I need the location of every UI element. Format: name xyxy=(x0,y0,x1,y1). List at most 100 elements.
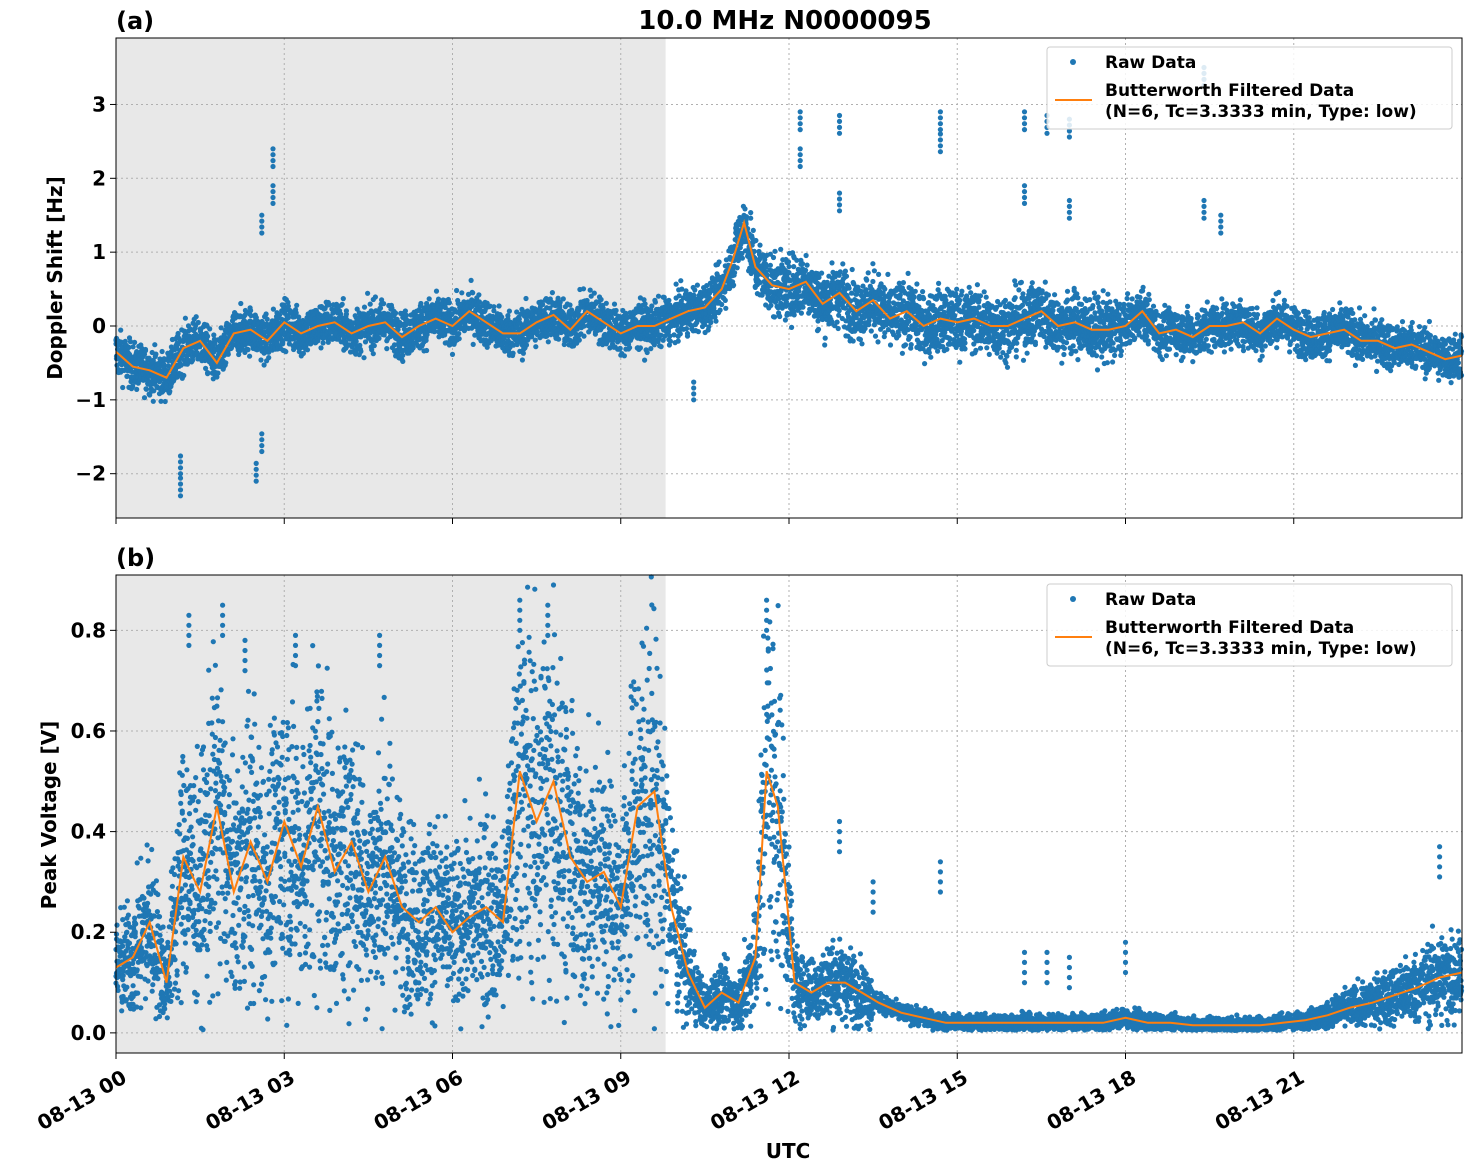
raw-data-point xyxy=(181,372,187,379)
raw-data-point xyxy=(717,307,723,313)
raw-data-point xyxy=(456,336,462,342)
raw-data-point xyxy=(132,339,138,345)
raw-data-point xyxy=(719,301,725,308)
raw-data-point xyxy=(496,303,502,309)
raw-data-point xyxy=(270,306,276,312)
raw-data-point xyxy=(540,301,546,308)
raw-data-point xyxy=(393,310,399,316)
raw-data-point xyxy=(936,280,942,286)
raw-data-point xyxy=(491,304,497,310)
raw-data-point xyxy=(944,346,950,352)
raw-data-point xyxy=(885,271,891,277)
raw-data-point xyxy=(723,305,729,311)
panel-a-raw-data-series xyxy=(113,64,1465,499)
raw-data-point xyxy=(748,215,754,221)
raw-data-point xyxy=(834,319,840,325)
raw-data-point xyxy=(840,281,846,287)
raw-data-point xyxy=(248,307,254,314)
raw-data-point xyxy=(649,303,655,309)
raw-data-point xyxy=(800,304,806,310)
raw-data-point xyxy=(804,262,810,268)
raw-data-point xyxy=(446,300,452,306)
raw-data-point xyxy=(757,242,763,248)
raw-data-point xyxy=(778,246,784,252)
raw-data-point xyxy=(533,344,539,350)
raw-data-point xyxy=(470,290,476,296)
raw-data-point xyxy=(372,294,378,300)
raw-data-point xyxy=(912,288,918,294)
raw-data-point xyxy=(819,270,825,276)
raw-data-point xyxy=(648,346,654,352)
raw-data-point xyxy=(876,271,882,277)
raw-data-point xyxy=(899,350,906,356)
raw-data-point xyxy=(418,300,424,307)
raw-data-point xyxy=(165,363,171,369)
raw-data-point xyxy=(433,288,440,294)
raw-data-point xyxy=(673,281,679,287)
raw-data-point xyxy=(796,288,802,294)
raw-data-point xyxy=(308,341,314,347)
raw-data-point xyxy=(803,252,809,259)
raw-data-point xyxy=(652,299,659,305)
raw-data-point xyxy=(829,260,835,266)
raw-data-point xyxy=(402,308,408,314)
raw-data-point xyxy=(777,313,783,320)
raw-data-point xyxy=(195,319,201,326)
raw-data-point xyxy=(959,288,965,294)
raw-data-point xyxy=(902,342,909,348)
raw-data-point xyxy=(523,295,529,302)
raw-data-point xyxy=(365,290,371,296)
raw-data-point xyxy=(215,370,221,376)
raw-data-point xyxy=(922,361,928,367)
raw-data-point xyxy=(499,314,505,320)
raw-data-point xyxy=(868,328,874,334)
raw-data-point xyxy=(642,301,648,307)
raw-data-point xyxy=(207,326,213,332)
raw-data-point xyxy=(410,345,416,351)
raw-data-point xyxy=(907,334,913,340)
raw-data-point xyxy=(353,338,359,345)
raw-data-point xyxy=(141,395,148,401)
raw-data-point xyxy=(926,350,932,356)
raw-data-point xyxy=(376,335,382,341)
raw-data-point xyxy=(520,350,527,356)
raw-data-point xyxy=(130,344,136,350)
raw-data-point xyxy=(476,292,482,298)
raw-data-point xyxy=(294,302,300,308)
raw-data-point xyxy=(716,259,722,265)
raw-data-point xyxy=(320,340,326,346)
raw-data-point xyxy=(872,333,879,339)
raw-data-point xyxy=(887,342,894,348)
raw-data-point xyxy=(627,345,633,351)
raw-data-point xyxy=(403,312,409,318)
raw-data-point xyxy=(162,398,168,405)
raw-data-point xyxy=(456,331,462,337)
raw-data-point xyxy=(617,345,623,351)
raw-data-point xyxy=(167,388,173,394)
raw-data-point xyxy=(713,318,719,324)
panel-a-night-shade xyxy=(116,38,666,518)
raw-data-point xyxy=(152,342,158,348)
raw-data-point xyxy=(261,362,267,368)
raw-data-point xyxy=(658,344,664,350)
raw-data-point xyxy=(245,347,251,353)
raw-data-point xyxy=(194,350,200,356)
raw-data-point xyxy=(750,227,756,233)
raw-data-point xyxy=(549,290,556,296)
raw-data-point xyxy=(739,255,746,261)
raw-data-point xyxy=(621,353,628,359)
raw-data-point xyxy=(175,330,181,337)
raw-data-point xyxy=(247,353,253,359)
raw-data-point xyxy=(225,351,231,357)
raw-data-point xyxy=(684,333,691,339)
raw-data-point xyxy=(205,370,211,376)
raw-data-point xyxy=(835,325,841,332)
raw-data-point xyxy=(556,336,562,342)
raw-data-point xyxy=(753,237,759,244)
raw-data-point xyxy=(770,254,777,261)
raw-data-point xyxy=(159,348,165,355)
raw-data-point xyxy=(238,300,244,307)
raw-data-point xyxy=(147,392,153,398)
raw-data-point xyxy=(849,266,855,273)
